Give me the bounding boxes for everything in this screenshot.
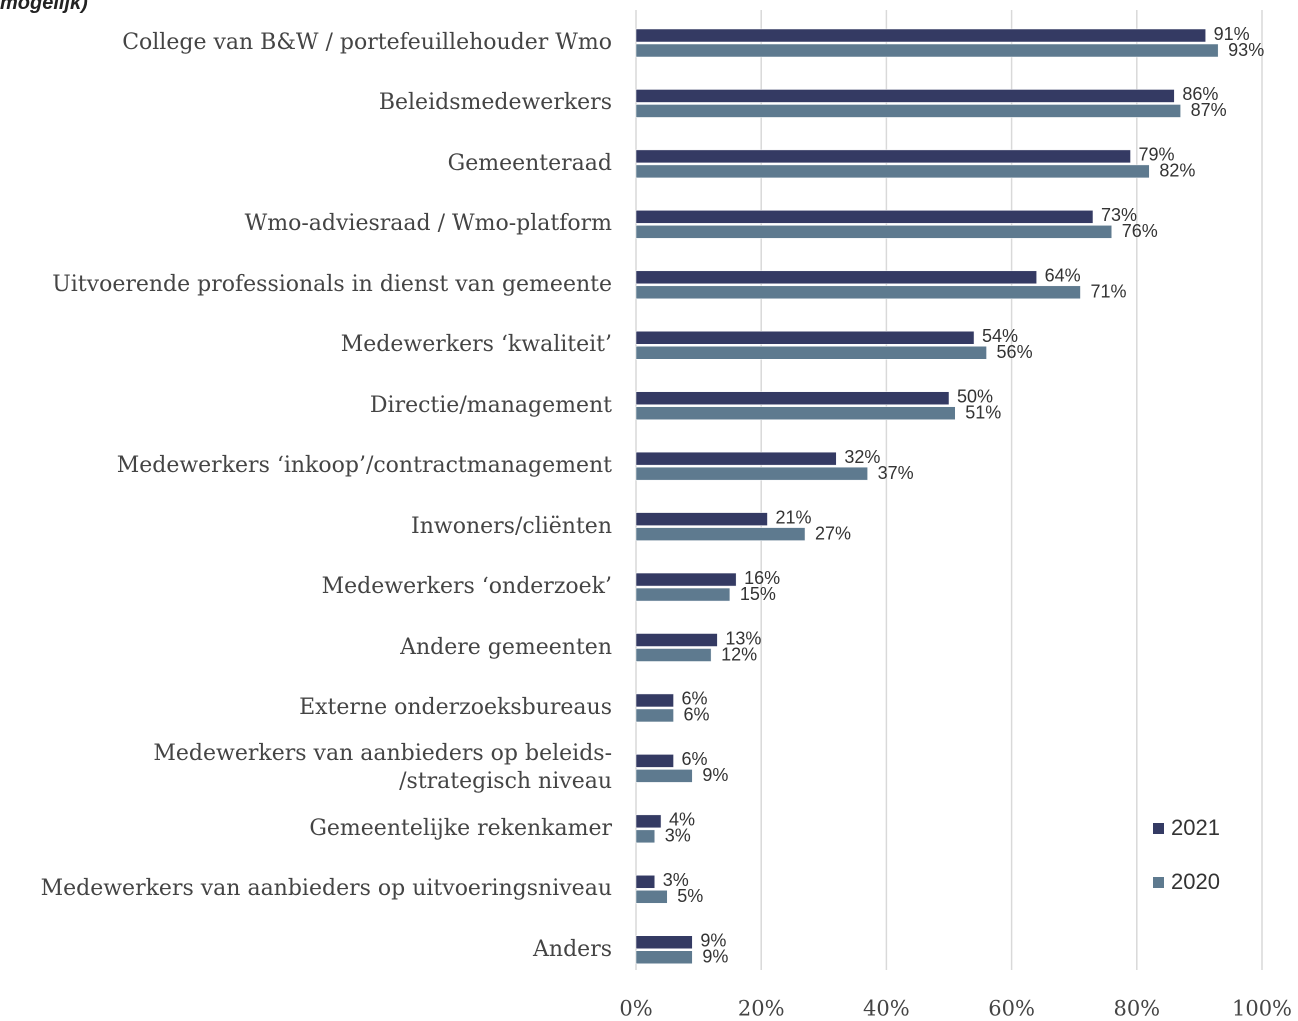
value-label: 6% bbox=[684, 705, 710, 725]
value-label: 50% bbox=[957, 386, 993, 406]
bar bbox=[635, 149, 1131, 164]
bar bbox=[635, 225, 1113, 239]
value-label: 82% bbox=[1159, 161, 1195, 181]
value-label: 86% bbox=[1182, 84, 1218, 104]
bar bbox=[635, 875, 656, 889]
value-label: 3% bbox=[665, 826, 691, 846]
value-label: 5% bbox=[677, 886, 703, 906]
bar bbox=[635, 754, 674, 768]
value-label: 56% bbox=[997, 342, 1033, 362]
bar bbox=[635, 346, 987, 360]
value-label: 9% bbox=[702, 765, 728, 785]
legend-swatch bbox=[1153, 823, 1164, 834]
value-label: 13% bbox=[725, 628, 761, 648]
legend-label: 2021 bbox=[1171, 815, 1220, 840]
bar bbox=[635, 829, 656, 844]
value-label: 4% bbox=[669, 810, 695, 830]
bar bbox=[635, 89, 1175, 103]
value-label: 91% bbox=[1214, 24, 1250, 44]
bar bbox=[635, 28, 1206, 43]
bar bbox=[635, 572, 737, 587]
value-label: 76% bbox=[1122, 221, 1158, 241]
value-label: 79% bbox=[1139, 145, 1175, 165]
bar bbox=[635, 451, 837, 466]
category-label: College van B&W / portefeuillehouder Wmo bbox=[122, 30, 612, 55]
value-label: 3% bbox=[663, 870, 689, 890]
bar bbox=[635, 950, 693, 964]
category-label: Medewerkers ‘onderzoek’ bbox=[321, 574, 612, 600]
category-label: Externe onderzoeksbureaus bbox=[299, 694, 612, 720]
bar bbox=[635, 708, 674, 723]
value-label: 73% bbox=[1101, 205, 1137, 225]
bar bbox=[635, 935, 693, 949]
bar bbox=[635, 270, 1037, 285]
x-tick-label: 40% bbox=[863, 997, 910, 1021]
x-tick-label: 0% bbox=[619, 997, 652, 1021]
bar bbox=[635, 43, 1219, 58]
bar bbox=[635, 527, 806, 541]
category-label: Gemeentelijke rekenkamer bbox=[309, 815, 612, 841]
bar bbox=[635, 164, 1150, 179]
value-label: 54% bbox=[982, 326, 1018, 346]
value-label: 93% bbox=[1228, 40, 1264, 60]
bar bbox=[635, 648, 712, 662]
category-label: Directie/management bbox=[369, 392, 612, 418]
x-tick-label: 80% bbox=[1113, 997, 1160, 1021]
category-label: Anders bbox=[533, 936, 612, 962]
bar bbox=[635, 331, 975, 345]
category-label: Medewerkers van aanbieders op uitvoering… bbox=[40, 876, 612, 902]
value-label: 9% bbox=[700, 931, 726, 951]
bar bbox=[635, 104, 1181, 118]
value-label: 6% bbox=[682, 689, 708, 709]
bar bbox=[635, 890, 668, 904]
category-label: Gemeenteraad bbox=[447, 150, 612, 176]
bar bbox=[635, 285, 1081, 300]
category-label: Medewerkers ‘inkoop’/contractmanagement bbox=[116, 453, 612, 479]
value-label: 37% bbox=[878, 463, 914, 483]
bar bbox=[635, 406, 956, 420]
category-label: Inwoners/cliënten bbox=[411, 513, 612, 539]
value-label: 27% bbox=[815, 523, 851, 543]
category-label: Medewerkers van aanbieders op beleids- /… bbox=[153, 741, 612, 795]
value-label: 21% bbox=[775, 507, 811, 527]
x-tick-label: 100% bbox=[1232, 997, 1292, 1021]
value-label: 6% bbox=[682, 749, 708, 769]
bar bbox=[635, 466, 868, 481]
category-label: Medewerkers ‘kwaliteit’ bbox=[340, 332, 612, 358]
category-label: Wmo-adviesraad / Wmo-platform bbox=[244, 211, 612, 237]
value-label: 64% bbox=[1045, 266, 1081, 286]
bar bbox=[635, 814, 662, 829]
legend-swatch bbox=[1153, 877, 1164, 888]
value-label: 16% bbox=[744, 568, 780, 588]
bar bbox=[635, 391, 950, 405]
bar bbox=[635, 693, 674, 708]
legend-label: 2020 bbox=[1171, 869, 1220, 894]
value-label: 32% bbox=[844, 447, 880, 467]
value-label: 51% bbox=[965, 402, 1001, 422]
category-label: Beleidsmedewerkers bbox=[378, 90, 612, 116]
chart-title: mogelijk) bbox=[0, 0, 88, 14]
value-label: 9% bbox=[702, 947, 728, 967]
x-tick-label: 20% bbox=[738, 997, 785, 1021]
value-label: 71% bbox=[1090, 282, 1126, 302]
x-tick-label: 60% bbox=[988, 997, 1035, 1021]
category-label: Uitvoerende professionals in dienst van … bbox=[52, 271, 612, 297]
bar bbox=[635, 769, 693, 783]
value-label: 15% bbox=[740, 584, 776, 604]
value-label: 87% bbox=[1191, 100, 1227, 120]
category-label: Andere gemeenten bbox=[400, 634, 612, 660]
value-label: 12% bbox=[721, 644, 757, 664]
bar bbox=[635, 587, 731, 602]
bar bbox=[635, 633, 718, 647]
bar bbox=[635, 210, 1094, 224]
bar bbox=[635, 512, 768, 526]
